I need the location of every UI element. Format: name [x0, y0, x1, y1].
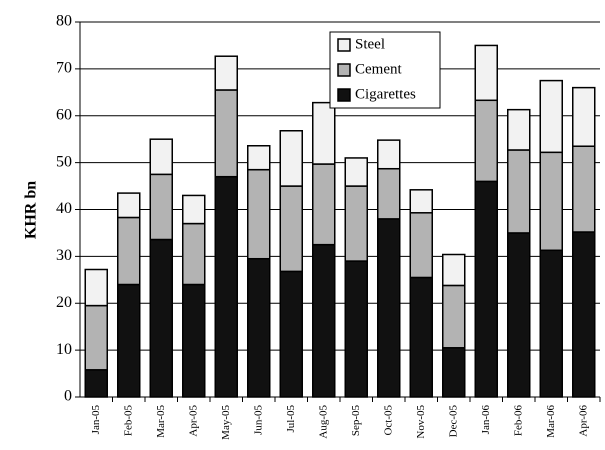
y-tick-label: 50 — [56, 153, 72, 170]
y-tick-label: 70 — [56, 60, 72, 77]
x-tick-label: Mar-06 — [545, 405, 557, 438]
legend-label: Cigarettes — [355, 86, 416, 102]
x-tick-label: Apr-05 — [187, 405, 199, 437]
bar-segment — [572, 86, 596, 147]
bar-segment — [182, 222, 206, 286]
bar-segment — [84, 268, 108, 307]
x-tick-label: Aug-05 — [317, 405, 329, 439]
bar-segment — [312, 163, 336, 246]
y-tick-label: 60 — [56, 106, 72, 123]
x-tick-label: Jun-05 — [252, 405, 264, 435]
bar-segment — [539, 249, 563, 398]
bar-segment — [474, 99, 498, 183]
bar-segment — [84, 304, 108, 371]
x-tick-label: Feb-05 — [122, 405, 134, 437]
legend-label: Steel — [355, 36, 385, 52]
x-tick-label: Sep-05 — [350, 405, 362, 437]
x-tick-label: Dec-05 — [447, 405, 459, 438]
x-tick-label: Feb-06 — [512, 405, 524, 437]
x-tick-label: Oct-05 — [382, 405, 394, 436]
bar-segment — [539, 79, 563, 154]
legend-swatch — [337, 38, 351, 52]
bar-segment — [84, 369, 108, 398]
y-tick-label: 30 — [56, 247, 72, 264]
y-tick-label: 40 — [56, 200, 72, 217]
bar-segment — [279, 270, 303, 398]
bar-segment — [344, 157, 368, 187]
bar-segment — [409, 276, 433, 398]
bar-segment — [312, 243, 336, 398]
bar-segment — [149, 173, 173, 241]
y-tick-label: 20 — [56, 294, 72, 311]
legend-swatch — [337, 88, 351, 102]
bar-segment — [214, 55, 238, 91]
bar-segment — [247, 257, 271, 398]
bar-segment — [474, 44, 498, 102]
bar-segment — [149, 138, 173, 176]
bar-segment — [377, 139, 401, 170]
bar-segment — [442, 253, 466, 287]
bar-segment — [377, 218, 401, 398]
bar-segment — [442, 284, 466, 349]
y-tick-label: 10 — [56, 341, 72, 358]
bar-segment — [182, 283, 206, 398]
bar-segment — [247, 145, 271, 171]
bar-segment — [572, 145, 596, 233]
bar-segment — [474, 180, 498, 398]
legend-label: Cement — [355, 61, 402, 77]
y-axis-label: KHR bn — [23, 181, 40, 239]
bar-segment — [214, 175, 238, 398]
legend-swatch — [337, 63, 351, 77]
bar-segment — [507, 108, 531, 151]
bar-segment — [409, 212, 433, 279]
bar-segment — [149, 238, 173, 398]
x-tick-label: Jan-06 — [480, 405, 492, 435]
x-tick-label: Mar-05 — [155, 405, 167, 438]
bar-segment — [214, 89, 238, 178]
bar-segment — [247, 168, 271, 260]
bar-segment — [279, 130, 303, 187]
bar-segment — [377, 167, 401, 220]
x-tick-label: May-05 — [220, 405, 232, 440]
bar-segment — [507, 232, 531, 398]
bar-segment — [409, 189, 433, 214]
y-tick-label: 0 — [64, 388, 72, 405]
x-tick-label: Jan-05 — [90, 405, 102, 435]
bar-segment — [344, 185, 368, 262]
bar-segment — [312, 101, 336, 165]
x-tick-label: Apr-06 — [577, 405, 589, 437]
bar-segment — [539, 151, 563, 252]
bar-segment — [182, 194, 206, 225]
x-tick-label: Jul-05 — [285, 405, 297, 433]
bar-segment — [279, 185, 303, 273]
bar-segment — [572, 231, 596, 398]
y-tick-label: 80 — [56, 13, 72, 30]
bar-segment — [117, 216, 141, 286]
bar-segment — [442, 347, 466, 398]
bar-segment — [507, 149, 531, 234]
x-tick-label: Nov-05 — [415, 405, 427, 439]
bar-segment — [117, 283, 141, 398]
bar-segment — [117, 192, 141, 219]
bar-segment — [344, 260, 368, 398]
